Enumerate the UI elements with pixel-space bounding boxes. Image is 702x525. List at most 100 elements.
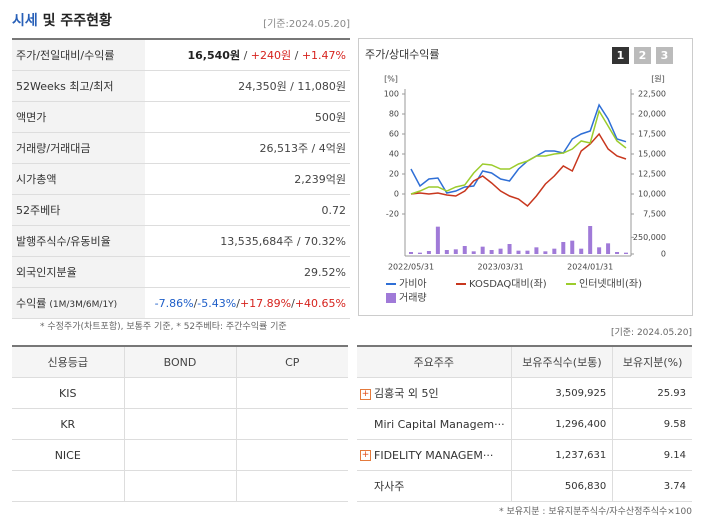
row: + 김홍국 외 5인 3,509,925 25.93: [357, 377, 692, 409]
volume-bar: [507, 244, 512, 254]
row: +자사주 506,830 3.74: [357, 470, 692, 502]
volume-bar: [588, 226, 593, 254]
row-value: 16,540원 / +240원 / +1.47%: [145, 39, 350, 71]
y2-tick-label: 7,500: [643, 210, 666, 219]
row: 액면가 500원: [12, 101, 350, 133]
row-label: 외국인지분율: [12, 256, 145, 288]
chart-tab[interactable]: 3: [656, 47, 673, 64]
cell: KIS: [12, 377, 125, 409]
row-label: 거래량/거래대금: [12, 132, 145, 164]
row-value: 500원: [145, 101, 350, 133]
cell: [124, 377, 237, 409]
chart-tab[interactable]: 1: [612, 47, 629, 64]
x-tick-label: 2023/03/31: [478, 263, 524, 272]
y-tick-label: -20: [386, 210, 399, 219]
series-line: [410, 103, 627, 194]
cell: + 김홍국 외 5인: [357, 377, 512, 409]
value: 24,350원 / 11,080원: [238, 80, 346, 93]
header-row: 신용등급 BOND CP: [12, 346, 348, 378]
y-tick-label: 100: [384, 90, 399, 99]
cell: 506,830: [511, 470, 614, 502]
row-value: 0.72: [145, 194, 350, 226]
note: [기준: 2024.05.20]: [610, 328, 692, 338]
row-value: 29.52%: [145, 256, 350, 288]
legend-label: KOSDAQ대비(좌): [469, 278, 547, 290]
series-line: [410, 132, 627, 208]
y2-tick-label: 20,000: [638, 110, 666, 119]
label: 액면가: [16, 111, 47, 124]
chart: [%] [원] -20 0 20 40 60 80 100 7,500 10,000 12,500 15…: [384, 75, 666, 305]
cell: [236, 470, 348, 502]
label: 52주베타: [16, 204, 61, 217]
volume-tick-label: 250,000: [633, 233, 666, 242]
cell-text: 25.93: [657, 387, 686, 399]
cell-text: 김홍국 외 5인: [374, 387, 439, 400]
row: 52주베타 0.72: [12, 194, 350, 226]
quote-table: 주가/전일대비/수익률 16,540원 / +240원 / +1.47% 52Wee…: [12, 38, 350, 319]
cell: 3,509,925: [511, 377, 614, 409]
volume-bar: [597, 247, 602, 254]
volume-bar: [543, 251, 548, 254]
row: 수익률 (1M/3M/6M/1Y) -7.86%/-5.43%/+17.89%/+4…: [12, 287, 350, 319]
label-note: (1M/3M/6M/1Y): [49, 300, 118, 310]
cell-text: 9.14: [663, 449, 686, 461]
volume-bar: [516, 250, 521, 254]
value: 26,513주 / 4억원: [259, 142, 346, 155]
volume-bar: [444, 250, 449, 254]
value-part: /: [193, 296, 198, 310]
series-line: [410, 109, 627, 195]
note: * 수정주가(차트포함), 보통주 기준, * 52주베타: 주간수익률 기준: [40, 322, 287, 332]
cell: 25.93: [612, 377, 692, 409]
chart-tab[interactable]: 2: [634, 47, 651, 64]
cell-text: FIDELITY MANAGEM···: [374, 448, 494, 462]
cell: 3.74: [612, 470, 692, 502]
value-part: -7.86%: [154, 296, 194, 310]
row-label: 발행주식수/유동비율: [12, 225, 145, 257]
title-rest: 및 주주현황: [42, 13, 112, 29]
axis-unit: [원]: [651, 75, 665, 84]
expand-icon[interactable]: +: [360, 450, 371, 461]
volume-bar: [624, 252, 628, 254]
title-accent: 시세: [12, 13, 38, 29]
axis-unit: [%]: [384, 75, 398, 84]
section-title: 시세 및 주주현황: [12, 10, 112, 30]
value-part: /: [291, 49, 302, 62]
volume-bar: [615, 252, 620, 254]
cell: [12, 470, 125, 502]
row: KIS: [12, 377, 348, 409]
volume-bar: [453, 249, 458, 254]
volume-bar: [606, 243, 611, 254]
expand-icon[interactable]: +: [360, 388, 371, 400]
cell: KR: [12, 408, 125, 440]
cell: +Miri Capital Managem···: [357, 408, 512, 440]
volume-bar: [525, 250, 530, 254]
label: 발행주식수/유동비율: [16, 235, 111, 248]
rating-table: 신용등급 BOND CP KIS KR NICE: [12, 345, 348, 502]
cell-text: 3.74: [663, 480, 686, 492]
row-label: 액면가: [12, 101, 145, 133]
chart-title: 주가/상대수익률: [365, 48, 440, 61]
cell-text: 자사주: [374, 480, 405, 493]
header-cell: 보유주식수(보통): [511, 346, 614, 378]
value-part: +240원: [250, 49, 292, 62]
row: NICE: [12, 439, 348, 471]
value-part: /: [236, 296, 240, 310]
cell: +자사주: [357, 470, 512, 502]
row: KR: [12, 408, 348, 440]
cell: [236, 377, 348, 409]
y-tick-label: 40: [389, 150, 399, 159]
value: 0.72: [321, 203, 347, 217]
volume-bar: [561, 242, 566, 254]
row-label: 수익률 (1M/3M/6M/1Y): [12, 287, 145, 319]
header-cell: 주요주주: [357, 346, 512, 378]
cell: [124, 439, 237, 471]
value-part: 16,540원: [187, 49, 241, 62]
volume-bar: [426, 251, 431, 254]
value: 500원: [314, 111, 346, 124]
row-value: -7.86%/-5.43%/+17.89%/+40.65%: [145, 287, 350, 319]
cell: 9.58: [612, 408, 692, 440]
cell: NICE: [12, 439, 125, 471]
value-part: +1.47%: [301, 49, 346, 62]
